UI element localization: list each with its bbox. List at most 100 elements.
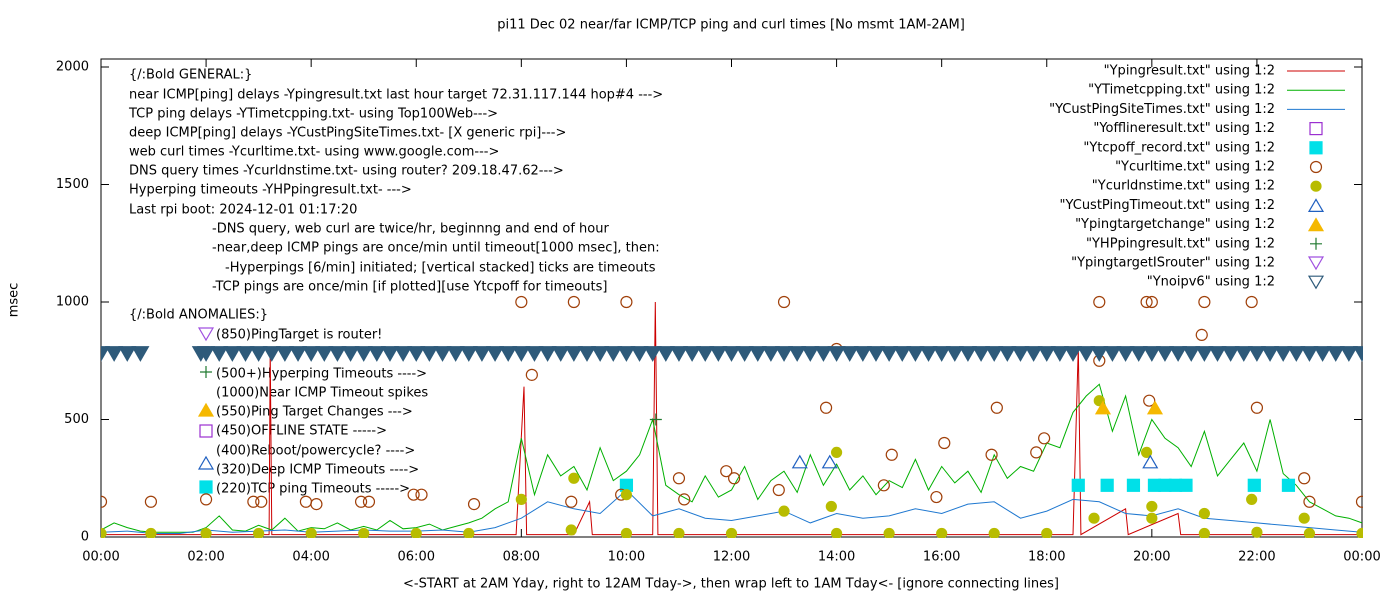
data-point bbox=[1038, 432, 1051, 445]
data-point bbox=[1140, 446, 1153, 458]
legend-label: "Ypingresult.txt" using 1:2 bbox=[1104, 64, 1275, 79]
y-tick-label: 2000 bbox=[56, 60, 89, 75]
symbol-tcp-timeout bbox=[199, 480, 213, 494]
x-tick-label: 14:00 bbox=[818, 550, 855, 565]
data-point bbox=[275, 346, 294, 362]
data-point bbox=[1030, 446, 1043, 459]
data-point bbox=[1274, 346, 1293, 362]
data-point bbox=[459, 346, 478, 362]
data-point bbox=[354, 495, 368, 508]
data-point bbox=[415, 488, 428, 501]
data-point bbox=[1143, 394, 1156, 407]
data-point bbox=[1339, 346, 1358, 362]
data-point bbox=[853, 346, 872, 362]
data-point bbox=[1250, 401, 1264, 414]
annotation: -TCP pings are once/min [if plotted][use… bbox=[212, 280, 607, 295]
data-point bbox=[938, 436, 951, 450]
legend-label: "YHPpingresult.txt" using 1:2 bbox=[1086, 236, 1275, 251]
data-point bbox=[735, 346, 754, 362]
data-point bbox=[880, 346, 899, 362]
legend-marker bbox=[1309, 160, 1323, 174]
data-point bbox=[998, 346, 1017, 362]
data-point bbox=[1281, 478, 1296, 492]
data-point bbox=[1247, 478, 1261, 492]
y-tick-label: 0 bbox=[81, 530, 89, 545]
data-point bbox=[620, 489, 633, 501]
data-point bbox=[649, 413, 662, 426]
data-point bbox=[1298, 512, 1310, 524]
data-point bbox=[1142, 346, 1161, 362]
data-point bbox=[1037, 346, 1056, 362]
data-point bbox=[1145, 295, 1158, 309]
data-point bbox=[696, 346, 715, 362]
data-point bbox=[446, 346, 465, 362]
data-point bbox=[101, 346, 111, 362]
data-point bbox=[197, 346, 216, 362]
legend-marker bbox=[1310, 237, 1322, 250]
annotation: Last rpi boot: 2024-12-01 01:17:20 bbox=[129, 203, 357, 218]
data-point bbox=[1326, 346, 1345, 362]
data-point bbox=[709, 346, 728, 362]
data-point bbox=[906, 346, 925, 362]
data-point bbox=[775, 346, 794, 362]
data-point bbox=[305, 527, 317, 538]
x-tick-label: 06:00 bbox=[398, 550, 435, 565]
data-point bbox=[683, 346, 702, 362]
series-line bbox=[101, 301, 1362, 536]
data-point bbox=[380, 346, 400, 362]
data-point bbox=[1129, 346, 1148, 362]
data-point bbox=[551, 346, 570, 362]
data-point bbox=[249, 346, 268, 362]
data-point bbox=[972, 346, 991, 362]
annotation-symbols bbox=[197, 327, 215, 494]
data-point bbox=[463, 527, 475, 538]
data-point bbox=[761, 346, 780, 362]
legend-label: "YCustPingSiteTimes.txt" using 1:2 bbox=[1049, 102, 1275, 117]
annotation: {/:Bold GENERAL:} bbox=[129, 68, 252, 83]
data-point bbox=[777, 295, 791, 309]
data-point bbox=[302, 346, 321, 362]
data-point bbox=[472, 346, 491, 362]
data-point bbox=[1077, 346, 1096, 362]
data-point bbox=[877, 479, 890, 492]
legend-label: "YCustPingTimeout.txt" using 1:2 bbox=[1060, 198, 1275, 213]
annotation: (550)Ping Target Changes ---> bbox=[216, 405, 413, 420]
data-point bbox=[255, 495, 268, 508]
data-point bbox=[236, 346, 255, 362]
data-point bbox=[1303, 527, 1316, 538]
data-point bbox=[591, 346, 610, 362]
data-point bbox=[728, 472, 741, 485]
data-point bbox=[620, 527, 633, 538]
data-point bbox=[1100, 478, 1114, 492]
annotation: (500+)Hyperping Timeouts ----> bbox=[216, 367, 427, 382]
x-tick-label: 22:00 bbox=[1238, 550, 1275, 565]
data-point bbox=[617, 346, 636, 362]
legend-marker bbox=[1307, 275, 1325, 290]
legend-marker bbox=[1309, 141, 1323, 155]
data-point bbox=[801, 346, 820, 362]
data-point bbox=[1094, 400, 1112, 415]
data-point bbox=[407, 346, 426, 362]
data-point bbox=[656, 346, 675, 362]
data-point bbox=[1247, 346, 1266, 362]
data-point bbox=[1090, 346, 1109, 362]
data-point bbox=[358, 527, 370, 538]
data-point bbox=[1126, 478, 1141, 492]
x-tick-label: 18:00 bbox=[1028, 550, 1065, 565]
data-point bbox=[958, 346, 977, 362]
data-point bbox=[1198, 527, 1210, 538]
x-tick-label: 12:00 bbox=[713, 550, 750, 565]
data-point bbox=[1313, 346, 1332, 362]
legend-marker bbox=[1310, 180, 1322, 192]
data-point bbox=[1352, 346, 1363, 362]
data-point bbox=[988, 527, 1000, 538]
data-point bbox=[1155, 346, 1175, 362]
data-point bbox=[830, 527, 843, 538]
legend: "Ypingresult.txt" using 1:2 "YTimetcpping… bbox=[1049, 64, 1345, 290]
data-point bbox=[144, 495, 158, 508]
data-point bbox=[720, 465, 733, 478]
data-point bbox=[778, 505, 790, 517]
data-point bbox=[985, 346, 1004, 362]
annotation: -Hyperpings [6/min] initiated; [vertical… bbox=[225, 261, 656, 276]
